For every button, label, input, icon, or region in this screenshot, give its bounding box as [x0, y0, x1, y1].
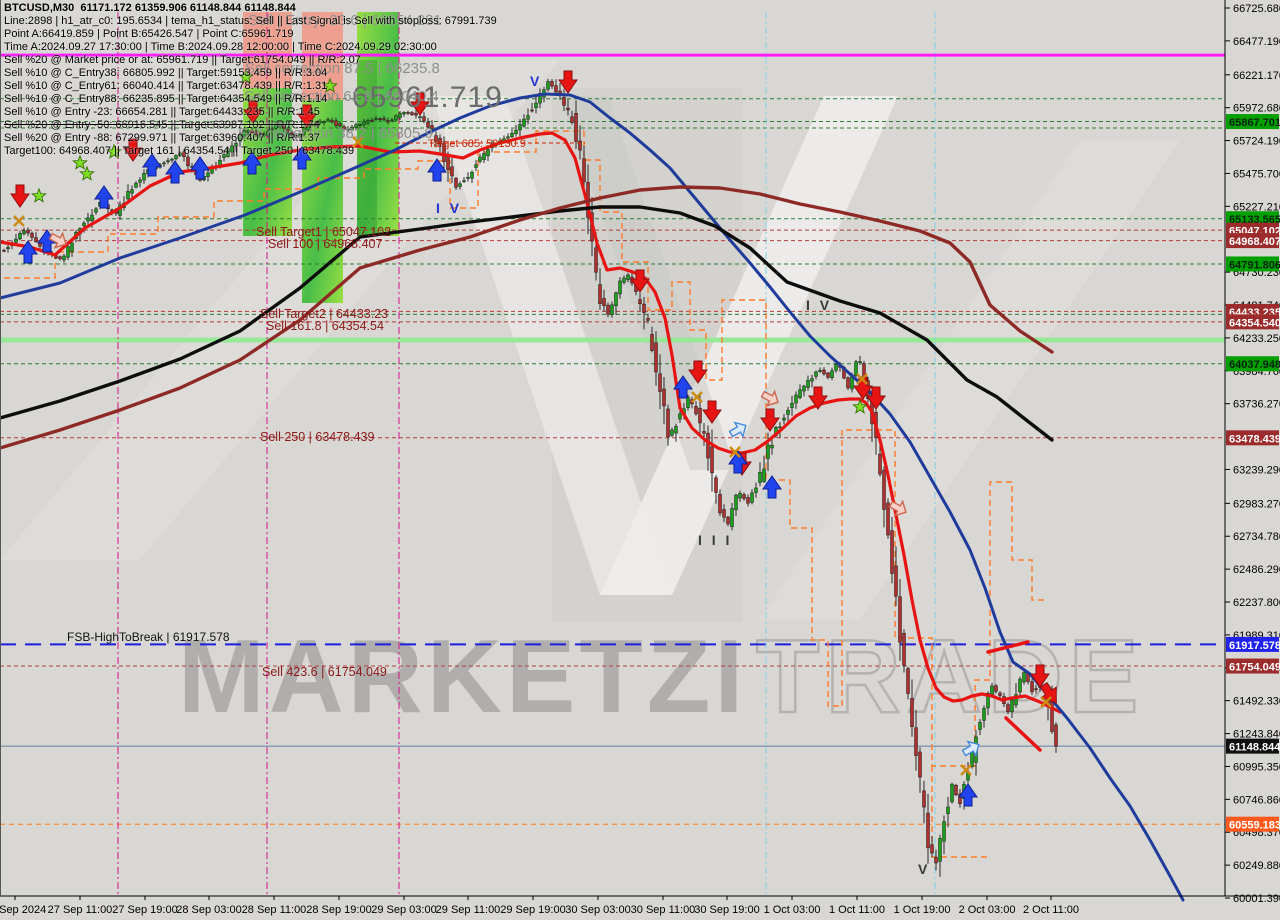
price-label: 60001.390 [1233, 893, 1280, 905]
price-label: 66725.680 [1233, 3, 1280, 15]
price-badge-value: 60559.183 [1229, 820, 1280, 832]
time-label: 2 Oct 03:00 [959, 904, 1016, 916]
time-label: 1 Oct 19:00 [894, 904, 951, 916]
price-badge [1226, 356, 1279, 372]
watermark-text-2: TRADE [756, 619, 1144, 735]
price-label: 62734.780 [1233, 531, 1280, 543]
price-label: 60995.350 [1233, 761, 1280, 773]
price-label: 65724.190 [1233, 136, 1280, 148]
price-axis-labels[interactable]: 66725.680 66477.190 66221.170 65972.680 6572… [1225, 3, 1280, 905]
time-label: 1 Oct 11:00 [829, 904, 885, 916]
price-badge-value: 65867.701 [1229, 117, 1280, 129]
time-label: 30 Sep 19:00 [694, 904, 759, 916]
annotation-text: Sell 161.8 | 64354.54 [266, 319, 384, 333]
price-label: 60249.880 [1233, 860, 1280, 872]
price-badge [1226, 114, 1279, 130]
annotation-text: Target 685: 59130.9 [428, 138, 526, 150]
annotation-text: Sell correction 38.2 | 65805.9 [238, 125, 433, 142]
price-badge-value: 61754.049 [1229, 662, 1280, 674]
time-label: 27 Sep 11:00 [48, 904, 113, 916]
annotation-text: Sell | Entry -23.6 | 66654.281 [248, 12, 442, 29]
price-badge-value: 64968.407 [1229, 236, 1280, 248]
price-label: 65227.210 [1233, 201, 1280, 213]
time-label: 28 Sep 19:00 [306, 904, 371, 916]
price-badge [1226, 256, 1279, 272]
time-label: 30 Sep 11:00 [631, 904, 696, 916]
time-label: 27 Sep 19:00 [112, 904, 177, 916]
price-label: 60746.860 [1233, 794, 1280, 806]
annotation-text: I I I [698, 532, 732, 548]
price-badge [1226, 211, 1279, 227]
time-label: 29 Sep 03:00 [371, 904, 436, 916]
annotation-text: Sell Target2 | 64433.23 [260, 307, 388, 321]
signal-arrows [10, 68, 1057, 807]
price-label: 66477.190 [1233, 36, 1280, 48]
price-badge [1226, 816, 1279, 832]
time-label: 2 Oct 11:00 [1023, 904, 1079, 916]
fast-red-ma [0, 131, 1062, 714]
price-label: 61243.840 [1233, 729, 1280, 741]
price-label: 62486.290 [1233, 564, 1280, 576]
annotation-text: I V [436, 200, 462, 216]
price-badge-value: 61917.578 [1229, 640, 1280, 652]
time-label: 28 Sep 11:00 [242, 904, 307, 916]
price-badge-value: 63478.439 [1229, 433, 1280, 445]
price-label: 65475.700 [1233, 168, 1280, 180]
price-label: 61492.330 [1233, 696, 1280, 708]
annotation-text: V [530, 73, 542, 89]
price-badge [1226, 658, 1279, 674]
time-label: 29 Sep 11:00 [436, 904, 501, 916]
time-marker-lines [117, 12, 936, 896]
slow-black-ma [0, 205, 1054, 442]
watermark-text-1: MARKETZI [178, 619, 747, 735]
annotation-text: I V [806, 297, 832, 313]
price-badge-value: 61148.844 [1229, 742, 1280, 754]
annotation-text: Sell 423.6 | 61754.049 [262, 665, 387, 679]
price-badge [1226, 738, 1279, 754]
price-badge-value: 64037.948 [1229, 359, 1280, 371]
price-label: 63239.290 [1233, 464, 1280, 476]
price-badge-value: 64354.540 [1229, 317, 1280, 329]
price-label: 64233.250 [1233, 333, 1280, 345]
time-label: 29 Sep 19:00 [500, 904, 565, 916]
price-badge [1226, 636, 1279, 652]
annotation-text: 65961.719 [352, 81, 503, 114]
annotation-text: V [918, 861, 930, 877]
time-label: 27 Sep 2024 [0, 904, 46, 916]
time-label: 30 Sep 03:00 [565, 904, 630, 916]
price-badge [1226, 314, 1279, 330]
price-label: 65972.680 [1233, 103, 1280, 115]
price-label: 66221.170 [1233, 70, 1280, 82]
annotation-text: Sell 100 | 64968.407 [268, 237, 383, 251]
annotation-text: FSB-HighToBreak | 61917.578 [67, 630, 230, 644]
time-label: 28 Sep 03:00 [176, 904, 241, 916]
price-level-lines[interactable] [0, 53, 1225, 825]
price-badge [1226, 430, 1279, 446]
price-axis-panel[interactable] [1225, 0, 1280, 920]
annotation-text: Sell correction 61.8 | 66040.4 [244, 88, 439, 105]
annotation-text: Sell 250 | 63478.439 [260, 430, 375, 444]
price-label: 63736.270 [1233, 399, 1280, 411]
annotation-text: Sell Target1 | 65047.102 [256, 225, 391, 239]
annotation-text: Sell correction 87.5 | 66235.8 [245, 60, 440, 77]
time-label: 1 Oct 03:00 [764, 904, 821, 916]
chart-annotations: Sell | Entry -23.6 | 66654.281 Sell corre… [67, 12, 930, 877]
price-label: 62237.800 [1233, 597, 1280, 609]
trend-channel[interactable] [395, 142, 1042, 752]
slower-maroon-ma [0, 185, 1054, 450]
price-label: 62983.270 [1233, 498, 1280, 510]
price-badge-value: 64791.806 [1229, 259, 1280, 271]
price-badge [1226, 233, 1279, 249]
